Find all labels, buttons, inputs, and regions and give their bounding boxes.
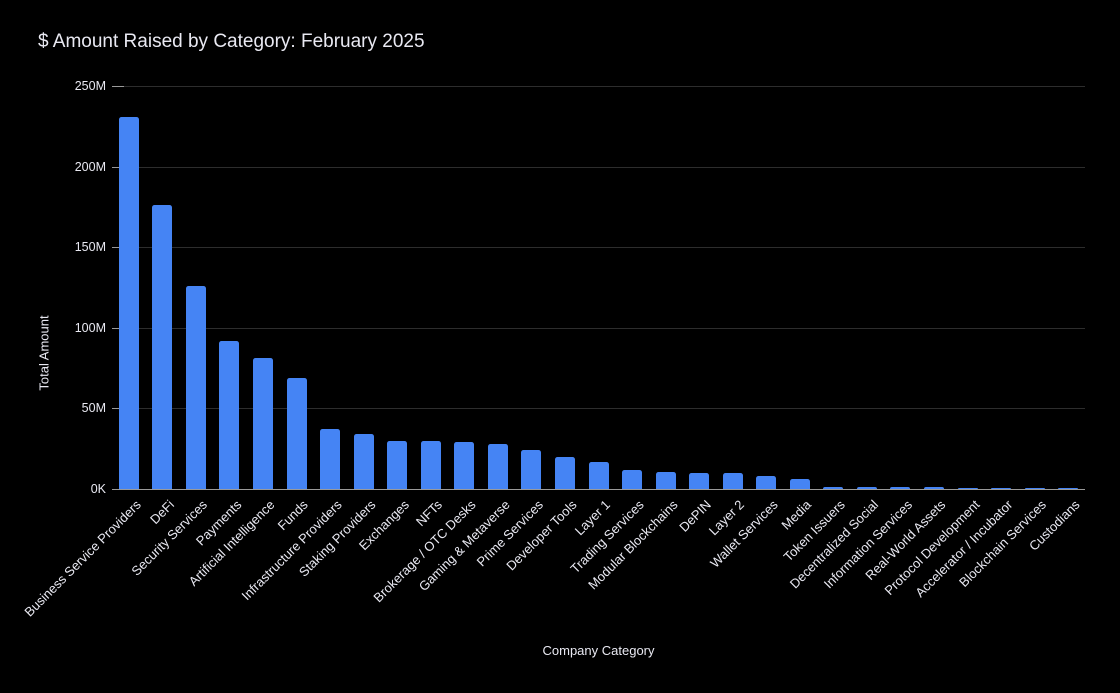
bar [622,470,643,489]
bar [856,487,877,489]
x-axis-baseline [112,489,1085,490]
bar [420,441,441,489]
y-tick-label: 150M [74,240,106,255]
bar [252,358,273,489]
bar [521,450,542,489]
bar [219,341,240,489]
gridline [112,86,1085,87]
bar [588,462,609,489]
x-axis-title: Company Category [542,643,655,658]
bar [655,472,676,489]
bar [924,487,945,489]
bar [890,487,911,489]
bar [487,444,508,489]
y-tick-mark [112,86,124,87]
bar [1024,488,1045,489]
bar [118,117,139,489]
bar [320,429,341,489]
bar [991,488,1012,489]
y-tick-mark [112,166,124,168]
gridline [112,166,1085,168]
plot-area [112,86,1085,490]
chart-title: $ Amount Raised by Category: February 20… [38,31,425,52]
x-tick-label: Business Service Providers [20,497,144,620]
y-tick-label: 0K [90,482,106,496]
bar [152,205,173,489]
y-tick-label: 50M [81,401,106,416]
gridline [112,247,1085,249]
bar [789,479,810,489]
bar [1058,488,1079,489]
bar [689,473,710,489]
y-tick-label: 200M [74,159,106,174]
bar [823,487,844,489]
y-tick-mark [112,247,124,249]
bar [387,441,408,489]
bar [722,473,743,489]
y-tick-mark [112,408,124,410]
bar [185,286,206,489]
y-tick-label: 100M [74,320,106,335]
bar [286,378,307,489]
bar [756,476,777,489]
bar [353,434,374,489]
gridline [112,327,1085,329]
bar [554,457,575,489]
bar [454,442,475,489]
bar [957,488,978,489]
y-tick-mark [112,327,124,329]
gridline [112,408,1085,410]
y-tick-label: 250M [74,79,106,93]
